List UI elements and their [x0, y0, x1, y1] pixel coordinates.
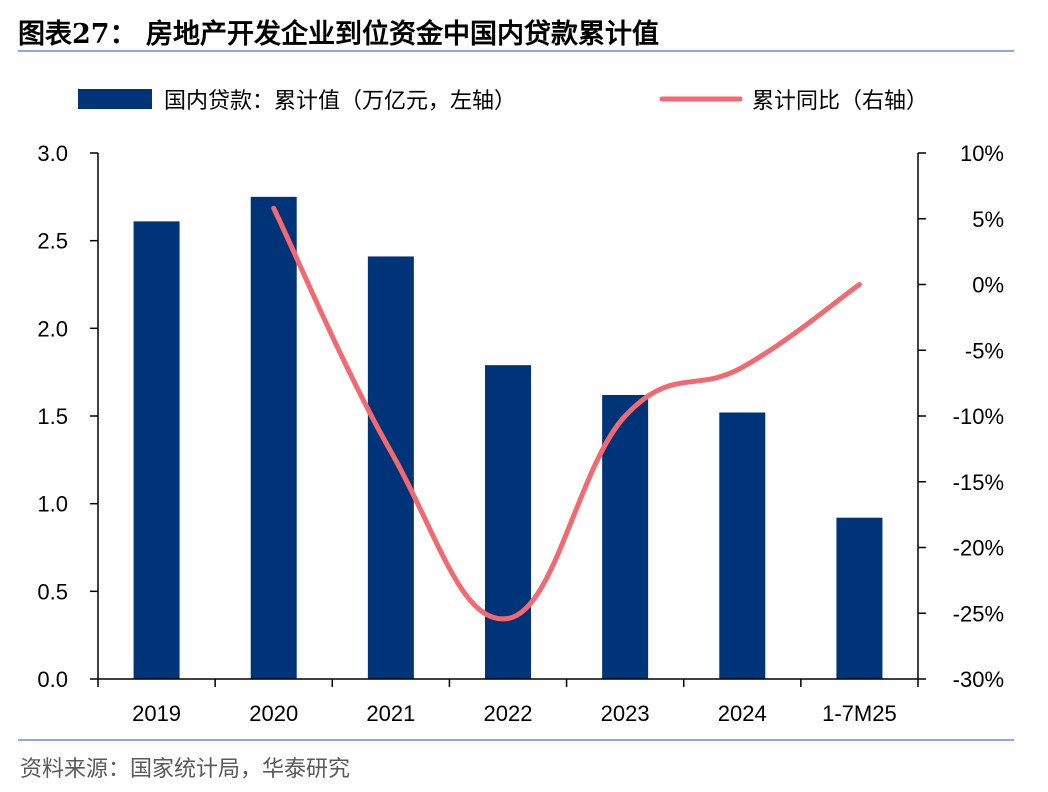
line-series	[271, 205, 862, 622]
right-tick-label: 5%	[972, 207, 1004, 232]
bar-series	[133, 196, 883, 680]
legend: 国内贷款：累计值（万亿元，左轴） 累计同比（右轴）	[78, 89, 928, 114]
title-rule	[18, 50, 1014, 52]
right-tick-label: -10%	[953, 404, 1004, 429]
left-tick-label: 3.0	[37, 141, 68, 166]
left-tick-label: 0.5	[37, 579, 68, 604]
right-tick-label: 10%	[960, 141, 1004, 166]
x-tick-label: 2022	[484, 701, 533, 726]
x-tick-label: 2021	[366, 701, 415, 726]
bar-2019	[133, 221, 180, 679]
chart-title: 图表27： 房地产开发企业到位资金中国内贷款累计值	[18, 19, 659, 50]
right-tick-label: -30%	[953, 667, 1004, 692]
left-tick-label: 0.0	[37, 667, 68, 692]
x-tick-label: 1-7M25	[822, 701, 897, 726]
yoy-line	[271, 205, 862, 622]
left-tick-label: 2.5	[37, 229, 68, 254]
legend-swatch-bar	[78, 89, 152, 109]
bar-2020	[250, 196, 297, 680]
bar-2023	[602, 394, 649, 679]
x-tick-label: 2023	[601, 701, 650, 726]
bar-2022	[485, 365, 531, 679]
x-tick-label: 2019	[132, 701, 181, 726]
bar-2021	[367, 256, 414, 679]
legend-label-bar: 国内贷款：累计值（万亿元，左轴）	[164, 89, 516, 114]
right-tick-label: -15%	[953, 470, 1004, 495]
right-tick-label: 0%	[972, 273, 1004, 298]
left-tick-label: 2.0	[37, 316, 68, 341]
bar-1-7M25	[836, 517, 883, 679]
bar-2024	[719, 412, 766, 679]
right-tick-label: -20%	[953, 536, 1004, 561]
left-tick-label: 1.5	[37, 404, 68, 429]
right-tick-label: -25%	[953, 601, 1004, 626]
x-tick-label: 2020	[249, 701, 298, 726]
axes: 0.0 0.5 1.0 1.5 2.0 2.5 3.0 -30% -25% -20% -15% -10…	[37, 141, 1004, 726]
legend-label-line: 累计同比（右轴）	[752, 89, 928, 114]
x-tick-label: 2024	[718, 701, 767, 726]
source-rule	[18, 739, 1014, 741]
left-tick-label: 1.0	[37, 492, 68, 517]
source-note: 资料来源：国家统计局，华泰研究	[20, 757, 351, 782]
right-tick-label: -5%	[965, 338, 1004, 363]
